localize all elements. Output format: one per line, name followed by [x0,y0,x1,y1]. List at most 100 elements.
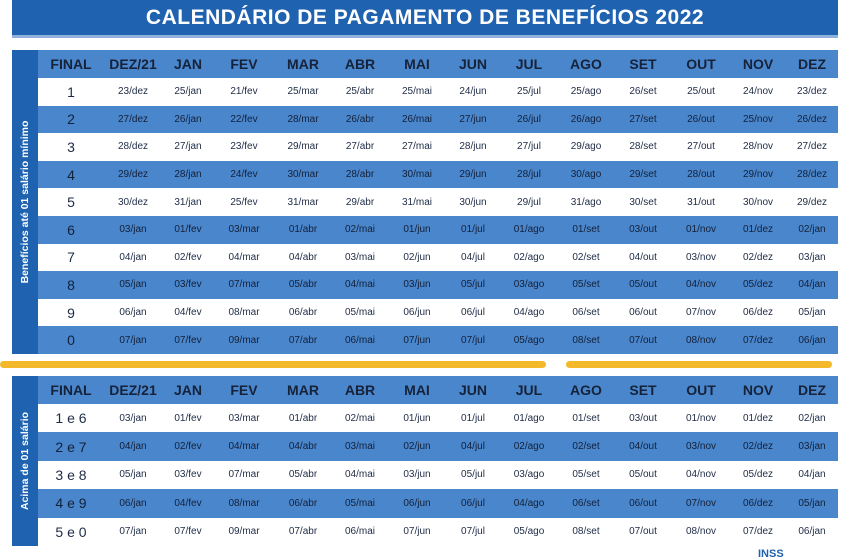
date-cell: 03/fev [174,279,202,291]
date-cell: 06/jan [798,334,826,346]
date-cell: 28/abr [345,169,375,181]
date-cell: 30/ago [570,169,602,181]
date-cell: 03/nov [685,251,717,263]
date-cell: 03/jan [119,412,147,424]
date-cell: 28/jun [459,141,487,153]
date-cell: 28/set [629,141,657,153]
column-header: FEV [230,382,258,398]
final-digit-cell: 2 e 7 [55,438,87,455]
date-cell: 08/set [572,334,600,346]
date-cell: 07/mar [228,279,260,291]
date-cell: 07/jan [119,526,147,538]
date-cell: 26/mai [401,113,432,125]
column-header: JAN [173,382,202,398]
date-cell: 06/jun [403,307,431,319]
date-cell: 29/ago [570,141,602,153]
date-cell: 29/dez [117,169,149,181]
final-digit-cell: 3 [67,138,75,155]
date-cell: 06/abr [288,497,318,509]
date-cell: 31/mai [401,196,432,208]
date-cell: 01/fev [174,224,202,236]
date-cell: 24/fev [230,169,258,181]
table-row: 2 27/dez 26/jan 22/fev 28/mar 26/abr 26/mai 27/… [38,105,838,134]
date-cell: 07/dez [742,334,774,346]
date-cell: 26/out [687,113,715,125]
date-cell: 07/jan [119,334,147,346]
side-label-above-minimum-wage: Acima de 01 salário [12,376,38,546]
table-row: 5 e 0 07/jan 07/fev 09/mar 07/abr 06/mai 07/ju… [38,517,838,546]
column-header: DEZ [798,382,826,398]
final-digit-cell: 1 [67,83,75,100]
column-header: MAI [404,56,430,72]
date-cell: 31/out [687,196,715,208]
table-row: 5 30/dez 31/jan 25/fev 31/mar 29/abr 31/mai 30/… [38,188,838,216]
date-cell: 26/jan [174,113,202,125]
date-cell: 26/set [629,86,657,98]
date-cell: 04/jan [798,279,826,291]
date-cell: 06/jan [119,497,147,509]
final-digit-cell: 7 [67,249,75,266]
date-cell: 05/dez [742,469,774,481]
date-cell: 05/abr [288,469,318,481]
date-cell: 29/abr [345,196,375,208]
date-cell: 07/nov [685,307,717,319]
date-cell: 04/mai [344,469,375,481]
date-cell: 02/jan [798,412,826,424]
date-cell: 03/jun [403,279,431,291]
table-benefits-above-minimum-wage: FINAL DEZ/21 JAN FEV MAR ABR MAI JUN JUL AGO SET OU… [38,376,838,546]
date-cell: 08/mar [228,307,260,319]
date-cell: 04/fev [174,307,202,319]
column-header: DEZ [798,56,826,72]
column-header: SET [629,56,657,72]
date-cell: 03/fev [174,469,202,481]
table-row: 1 e 6 03/jan 01/fev 03/mar 01/abr 02/mai 01/ju… [38,404,838,433]
date-cell: 28/dez [117,141,149,153]
date-cell: 28/dez [796,169,828,181]
date-cell: 08/nov [685,526,717,538]
date-cell: 26/ago [570,113,602,125]
date-cell: 30/mai [401,169,432,181]
final-digit-cell: 0 [67,332,75,349]
date-cell: 05/out [629,469,657,481]
date-cell: 25/abr [345,86,375,98]
date-cell: 03/mar [228,224,260,236]
date-cell: 05/mai [344,497,375,509]
date-cell: 07/fev [174,526,202,538]
date-cell: 06/mai [344,334,375,346]
date-cell: 07/out [629,526,657,538]
date-cell: 04/jul [461,441,485,453]
date-cell: 02/dez [742,251,774,263]
table-row: 3 e 8 05/jan 03/fev 07/mar 05/abr 04/mai 03/ju… [38,460,838,490]
date-cell: 06/jan [119,307,147,319]
date-cell: 26/abr [345,113,375,125]
column-header: DEZ/21 [109,382,157,398]
date-cell: 02/ago [513,441,545,453]
date-cell: 03/out [629,412,657,424]
divider-left [0,361,546,368]
date-cell: 25/nov [742,113,774,125]
date-cell: 01/jun [403,224,431,236]
date-cell: 27/jan [174,141,202,153]
date-cell: 28/jul [517,169,541,181]
date-cell: 05/jan [798,497,826,509]
date-cell: 03/nov [685,441,717,453]
date-cell: 02/jun [403,441,431,453]
table-row: 4 29/dez 28/jan 24/fev 30/mar 28/abr 30/mai 29/… [38,160,838,189]
date-cell: 02/jan [798,224,826,236]
table-row: 6 03/jan 01/fev 03/mar 01/abr 02/mai 01/jun 01/… [38,215,838,244]
date-cell: 31/ago [570,196,602,208]
date-cell: 03/jun [403,469,431,481]
column-header: MAR [287,382,319,398]
date-cell: 02/jun [403,251,431,263]
table-row: 4 e 9 06/jan 04/fev 08/mar 06/abr 05/mai 06/ju… [38,489,838,518]
date-cell: 06/out [629,497,657,509]
date-cell: 27/mai [401,141,432,153]
date-cell: 07/fev [174,334,202,346]
date-cell: 07/mar [228,469,260,481]
date-cell: 29/jun [459,169,487,181]
date-cell: 03/jan [798,441,826,453]
column-header: SET [629,382,657,398]
date-cell: 06/mai [344,526,375,538]
date-cell: 01/nov [685,412,717,424]
date-cell: 08/nov [685,334,717,346]
